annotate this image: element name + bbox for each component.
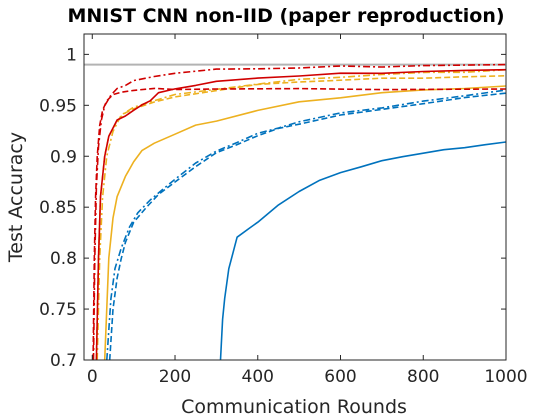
y-tick-label: 0.85 bbox=[39, 198, 77, 218]
x-tick-label: 1000 bbox=[484, 367, 527, 387]
chart-title: MNIST CNN non-IID (paper reproduction) bbox=[67, 5, 504, 27]
series-line-1 bbox=[219, 141, 506, 360]
x-tick-label: 0 bbox=[87, 367, 98, 387]
y-tick-label: 0.7 bbox=[50, 351, 77, 371]
series-group bbox=[84, 63, 506, 360]
series-line-7 bbox=[95, 68, 506, 360]
series-line-9 bbox=[92, 63, 506, 360]
series-line-2 bbox=[108, 92, 506, 360]
series-line-3 bbox=[106, 89, 506, 360]
y-tick-label: 0.75 bbox=[39, 300, 77, 320]
series-line-6 bbox=[96, 68, 506, 360]
series-line-4 bbox=[103, 85, 506, 360]
y-tick-label: 1 bbox=[66, 45, 77, 65]
y-tick-label: 0.8 bbox=[50, 249, 77, 269]
plot-area: 0 200 400 600 800 1000 0.7 0.75 0.8 0.85 0.9 0.95 1 bbox=[39, 33, 528, 387]
y-axis-label: Test Accuracy bbox=[5, 132, 27, 263]
y-tick-label: 0.9 bbox=[50, 147, 77, 167]
x-tick-label: 800 bbox=[407, 367, 439, 387]
x-axis-label: Communication Rounds bbox=[181, 396, 407, 418]
y-tick-label: 0.95 bbox=[39, 96, 77, 116]
x-tick-label: 600 bbox=[324, 367, 356, 387]
x-tick-label: 200 bbox=[159, 367, 191, 387]
x-tick-label: 400 bbox=[242, 367, 274, 387]
plot-frame bbox=[83, 33, 507, 361]
